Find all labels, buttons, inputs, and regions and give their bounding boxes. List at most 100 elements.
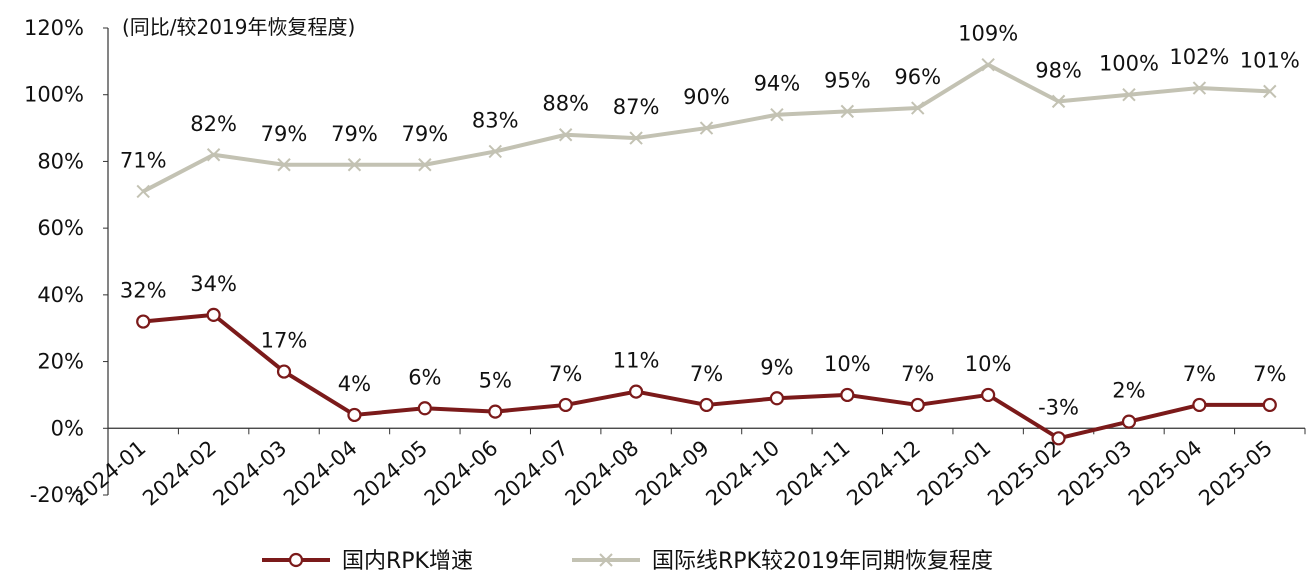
series-1-point: [770, 108, 784, 122]
series-0-point: [981, 387, 996, 403]
x-tick-label: 2025-05: [1194, 436, 1277, 511]
series-0-point: [1262, 397, 1277, 413]
series-0-point: [840, 387, 855, 403]
x-tick-label: 2024-10: [701, 436, 784, 511]
unit-label: (同比/较2019年恢复程度): [122, 15, 355, 39]
series-0-point: [769, 391, 785, 406]
legend-item-0: 国内RPK增速: [262, 549, 473, 574]
series-0-data-label: 5%: [479, 369, 512, 393]
series-0-data-label: 6%: [408, 365, 441, 389]
series-1-data-label: 79%: [261, 122, 308, 146]
series-0-point: [488, 404, 503, 419]
series-1-data-label: 94%: [754, 72, 801, 96]
series-0-data-label: 2%: [1112, 379, 1145, 403]
series-layer: [136, 57, 1277, 446]
data-labels: 32% 34% 17% 4% 6% 5% 7% 11% 7% 9% 10% 7% 10% -3% 2% 7% 7…: [120, 22, 1300, 420]
series-1-data-label: 90%: [683, 85, 730, 109]
series-0-data-label: 9%: [760, 355, 793, 379]
x-tick-label: 2024-04: [279, 436, 362, 511]
series-1-point: [840, 104, 855, 119]
x-tick-label: 2024-03: [209, 436, 292, 511]
y-tick-label: 20%: [37, 350, 84, 374]
series-0-point: [628, 384, 644, 399]
series-1-data-label: 83%: [472, 108, 519, 132]
series-1-data-label: 71%: [120, 148, 167, 172]
series-0-data-label: -3%: [1038, 395, 1079, 419]
series-1-point: [1122, 88, 1136, 102]
series-1-point: [911, 101, 925, 115]
series-1-data-label: 87%: [613, 95, 660, 119]
series-1-data-label: 88%: [542, 92, 589, 116]
series-0-point: [417, 401, 432, 416]
series-0-data-label: 11%: [613, 349, 660, 373]
series-0-point: [1121, 414, 1137, 429]
series-1-point: [1263, 84, 1277, 99]
series-0-data-label: 7%: [690, 362, 723, 386]
legend-item-1: 国际线RPK较2019年同期恢复程度: [572, 549, 993, 574]
series-0-point: [276, 364, 292, 379]
series-0-point: [558, 397, 573, 413]
legend-label: 国际线RPK较2019年同期恢复程度: [652, 549, 993, 574]
legend-label: 国内RPK增速: [342, 549, 473, 574]
series-1-data-label: 101%: [1240, 48, 1300, 72]
series-0-data-label: 7%: [549, 362, 582, 386]
series-1-point: [558, 128, 573, 142]
series-0-data-label: 4%: [338, 372, 371, 396]
axes: -20% 0% 20% 40% 60% 80% 100% 120% 2024-012024-02…: [24, 16, 1306, 511]
legend: 国内RPK增速 国际线RPK较2019年同期恢复程度: [262, 549, 993, 574]
series-1-point: [347, 158, 362, 172]
series-1-data-label: 79%: [402, 122, 449, 146]
series-0-data-label: 7%: [1253, 362, 1286, 386]
series-0-data-label: 17%: [261, 329, 308, 353]
series-0-data-label: 34%: [190, 272, 237, 296]
y-tick-label: 40%: [37, 283, 84, 307]
series-1-point: [699, 121, 714, 135]
x-tick-label: 2025-02: [983, 436, 1066, 511]
series-1-point: [488, 144, 502, 159]
x-tick-label: 2024-05: [349, 436, 432, 511]
series-0-point: [206, 307, 221, 322]
x-tick-label: 2024-02: [138, 436, 221, 511]
series-1-point: [277, 158, 291, 172]
series-0-data-label: 32%: [120, 279, 167, 303]
series-1-data-label: 100%: [1099, 52, 1159, 76]
legend-marker: [288, 552, 304, 568]
x-tick-label: 2025-04: [1124, 436, 1207, 511]
series-1-point: [1051, 94, 1066, 109]
series-1-point: [206, 148, 221, 162]
series-1-point: [136, 184, 150, 199]
series-1-data-label: 95%: [824, 68, 871, 92]
series-1-data-label: 96%: [894, 65, 941, 89]
series-0-data-label: 10%: [824, 352, 871, 376]
series-1-data-label: 109%: [958, 22, 1018, 46]
legend-marker: [599, 553, 613, 567]
series-0-data-label: 7%: [901, 362, 934, 386]
x-tick-label: 2024-11: [772, 436, 855, 511]
series-0-point: [136, 314, 151, 329]
series-1-point: [1192, 81, 1207, 95]
x-tick-label: 2025-01: [913, 436, 996, 511]
series-0-point: [699, 397, 714, 413]
y-tick-label: 100%: [24, 83, 84, 107]
x-tick-label: 2024-08: [561, 436, 644, 511]
x-tick-label: 2024-09: [631, 436, 714, 511]
series-0-point: [910, 397, 925, 413]
series-1-point: [629, 131, 643, 145]
series-1-point: [418, 158, 432, 172]
series-0-data-label: 10%: [965, 352, 1012, 376]
series-0-point: [347, 407, 362, 423]
y-tick-label: -20%: [30, 483, 84, 507]
series-1-data-label: 82%: [190, 112, 237, 136]
x-tick-label: 2024-12: [842, 436, 925, 511]
series-0-point: [1192, 397, 1207, 413]
series-1-data-label: 98%: [1035, 58, 1082, 82]
series-1-data-label: 102%: [1169, 45, 1229, 69]
x-tick-label: 2025-03: [1054, 436, 1137, 511]
y-tick-label: 0%: [51, 416, 84, 440]
x-tick-label: 2024-06: [420, 436, 503, 511]
x-tick-label: 2024-07: [490, 436, 573, 511]
series-1-point: [981, 57, 995, 72]
series-0-point: [1051, 431, 1066, 446]
y-tick-label: 60%: [37, 216, 84, 240]
